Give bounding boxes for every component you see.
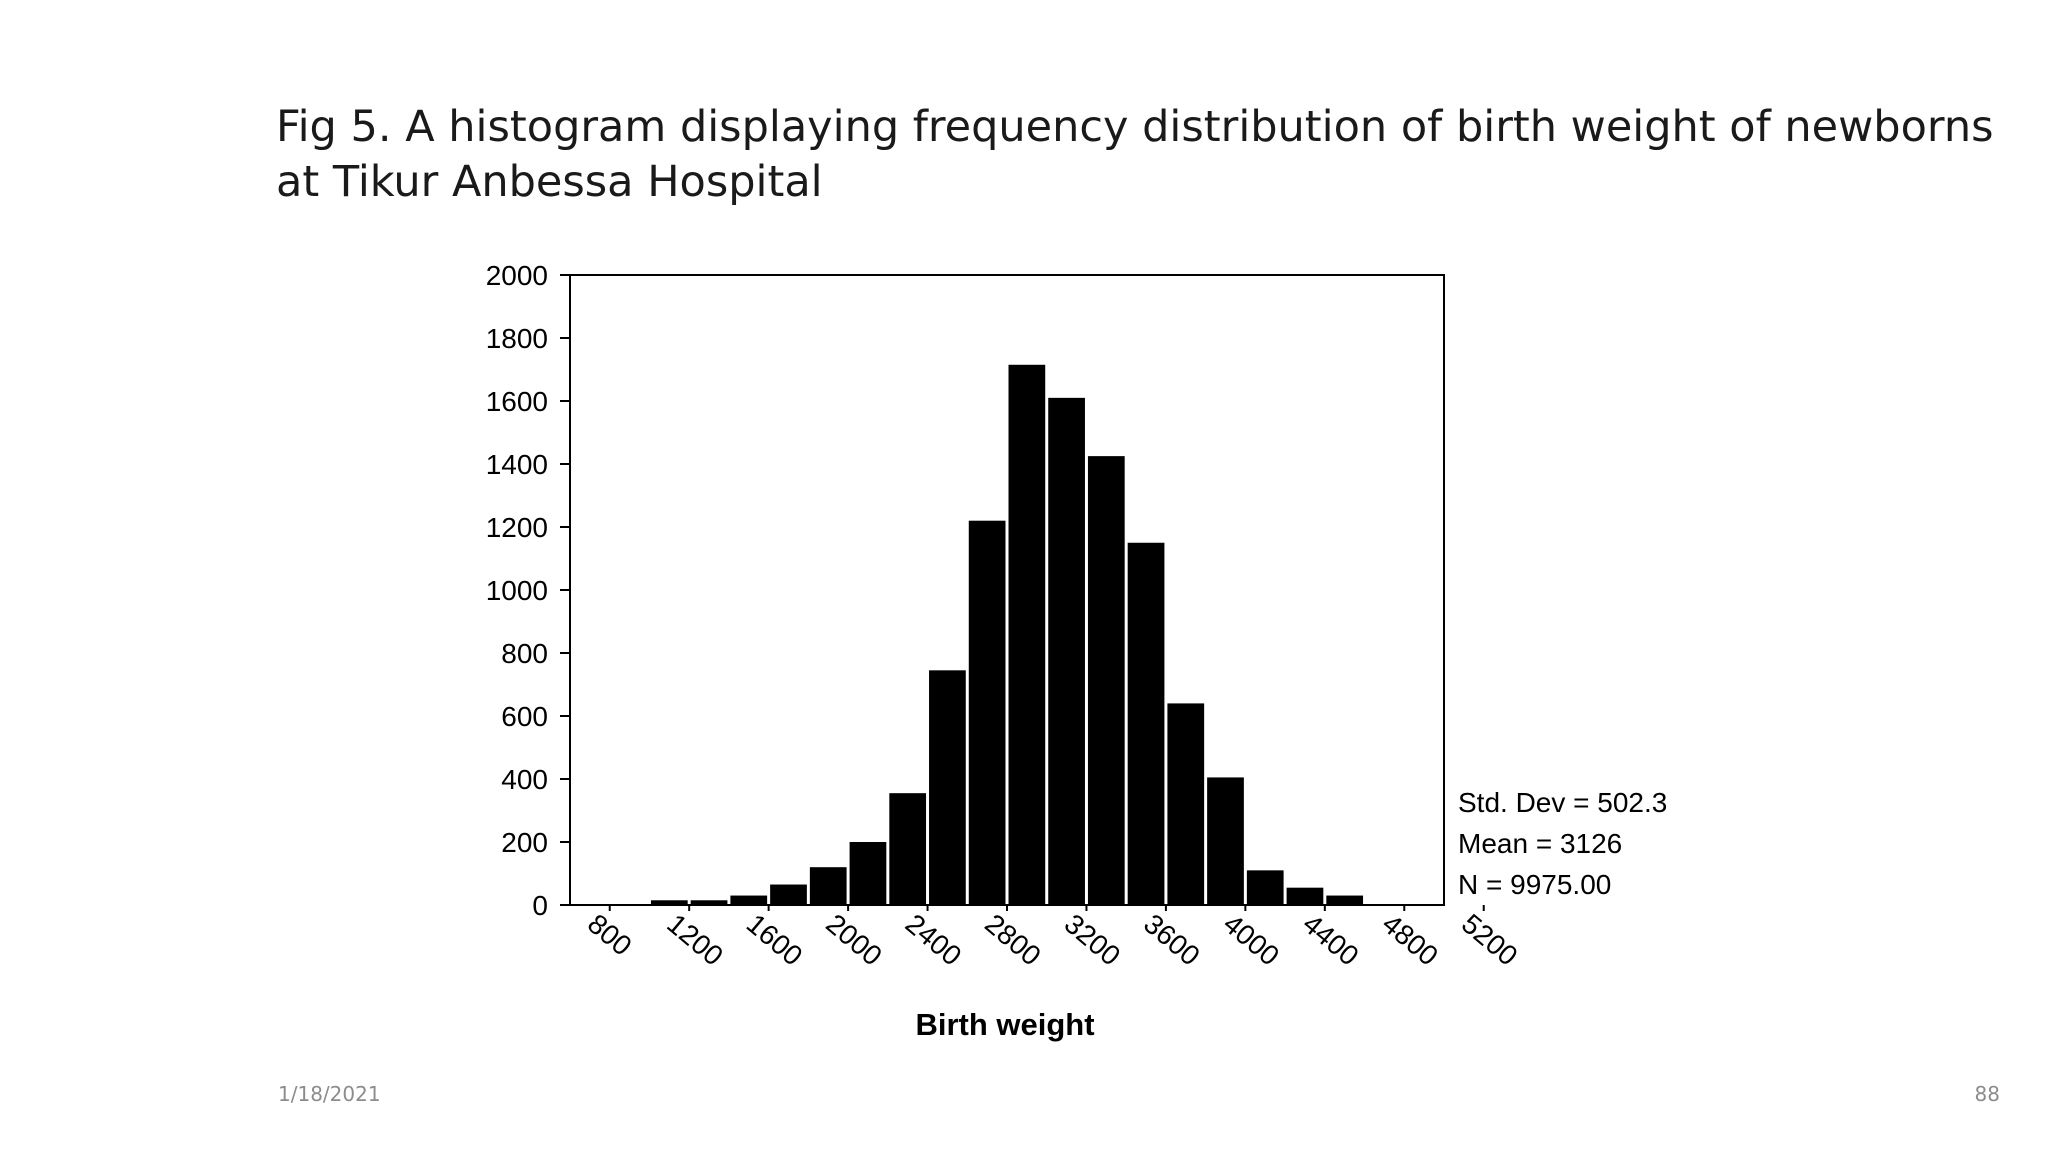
x-tick-label-4000: 4000 [1218, 908, 1286, 972]
y-tick-label-800: 800 [501, 638, 548, 669]
y-tick-label-1800: 1800 [486, 323, 548, 354]
x-tick-label-800: 800 [582, 908, 638, 962]
x-tick-label-4400: 4400 [1297, 908, 1365, 972]
bar-4500 [1326, 896, 1363, 905]
x-tick-label-1200: 1200 [661, 908, 729, 972]
bar-1500 [730, 896, 767, 905]
y-tick-label-0: 0 [532, 890, 548, 921]
n-stat: N = 9975.00 [1458, 869, 1611, 900]
x-axis: 800 1200 1600 2000 2400 2800 3200 3600 4000 4400 4… [582, 905, 1524, 972]
plot-frame [570, 275, 1444, 905]
bars [651, 365, 1363, 905]
bar-2900 [1009, 365, 1046, 905]
x-tick-label-2400: 2400 [900, 908, 968, 972]
x-tick-label-3200: 3200 [1059, 908, 1127, 972]
std-dev-stat: Std. Dev = 502.3 [1458, 787, 1667, 818]
bar-4300 [1287, 888, 1324, 905]
y-tick-label-2000: 2000 [486, 260, 548, 291]
x-tick-label-1600: 1600 [741, 908, 809, 972]
footer-page-number: 88 [1975, 1082, 2000, 1106]
x-tick-label-3600: 3600 [1138, 908, 1206, 972]
y-tick-label-1200: 1200 [486, 512, 548, 543]
mean-stat: Mean = 3126 [1458, 828, 1622, 859]
y-tick-label-1600: 1600 [486, 386, 548, 417]
bar-3700 [1167, 703, 1204, 905]
y-tick-label-400: 400 [501, 764, 548, 795]
stats-box: Std. Dev = 502.3 Mean = 3126 N = 9975.00 [1458, 787, 1667, 900]
bar-2300 [889, 793, 926, 905]
bar-3500 [1128, 543, 1165, 905]
x-axis-label: Birth weight [915, 1007, 1094, 1042]
bar-1300 [691, 900, 728, 905]
bar-1100 [651, 900, 688, 905]
bar-3300 [1088, 456, 1125, 905]
y-tick-label-600: 600 [501, 701, 548, 732]
bar-2500 [929, 670, 966, 905]
y-tick-label-200: 200 [501, 827, 548, 858]
y-tick-label-1400: 1400 [486, 449, 548, 480]
x-tick-label-2000: 2000 [820, 908, 888, 972]
bar-1900 [810, 867, 847, 905]
x-tick-label-5200: 5200 [1456, 908, 1524, 972]
y-axis: 0 200 400 600 800 1000 1200 1400 1600 1800 2000 [486, 260, 570, 921]
y-tick-label-1000: 1000 [486, 575, 548, 606]
x-tick-label-4800: 4800 [1376, 908, 1444, 972]
bar-1700 [770, 885, 807, 905]
bar-3900 [1207, 777, 1244, 905]
bar-2100 [850, 842, 887, 905]
footer-date: 1/18/2021 [278, 1082, 381, 1106]
bar-3100 [1048, 398, 1085, 905]
bar-2700 [969, 521, 1006, 905]
x-tick-label-2800: 2800 [979, 908, 1047, 972]
bar-4100 [1247, 870, 1284, 905]
